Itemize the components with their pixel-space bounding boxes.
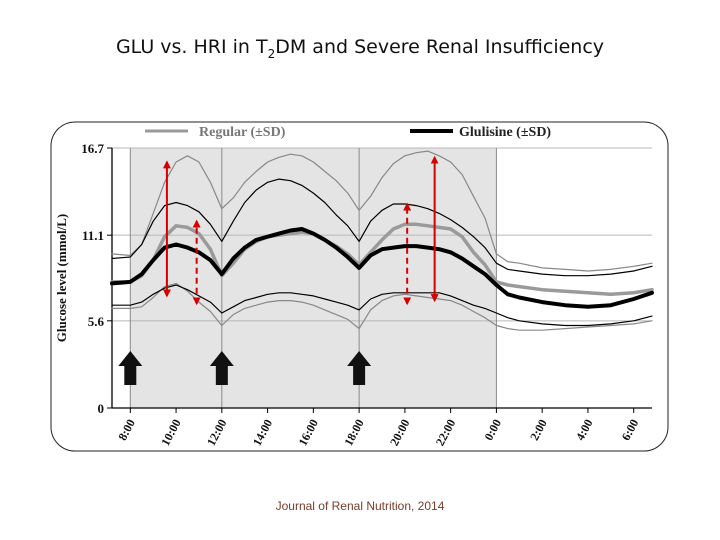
range-arrows <box>162 155 439 306</box>
legend: Regular (±SD) Glulisine (±SD) <box>145 125 551 140</box>
meal-arrow-icon <box>118 351 143 385</box>
regular-upper-sd-line <box>111 150 653 272</box>
slide-title: GLU vs. HRI in T2DM and Severe Renal Ins… <box>0 36 720 61</box>
y-tick-label: 11.1 <box>82 228 104 243</box>
y-tick-label: 5.6 <box>88 314 105 329</box>
shaded-daytime-region <box>130 148 497 408</box>
legend-label-glulisine: Glulisine (±SD) <box>459 125 551 140</box>
glulisine-upper-sd-line <box>111 178 653 277</box>
y-axis-label: Glucose level (mmol/L) <box>54 214 69 343</box>
legend-label-regular: Regular (±SD) <box>199 125 286 140</box>
y-tick-label: 16.7 <box>81 141 104 156</box>
meal-arrows <box>118 351 372 385</box>
y-tick-label: 0 <box>98 401 105 416</box>
title-subscript: 2 <box>267 46 276 61</box>
meal-arrow-icon <box>347 351 372 385</box>
citation: Journal of Renal Nutrition, 2014 <box>275 499 445 513</box>
meal-arrow-icon <box>209 351 234 385</box>
title-suffix: DM and Severe Renal Insufficiency <box>275 36 605 58</box>
title-prefix: GLU vs. HRI in T <box>115 36 268 58</box>
